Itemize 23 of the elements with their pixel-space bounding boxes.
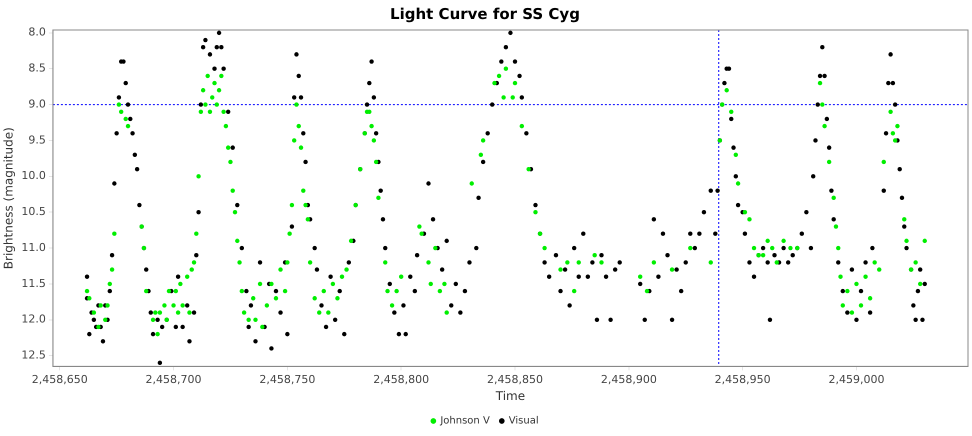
x-tick-label: 2,459,000 xyxy=(828,372,884,386)
y-tick-label: 8.5 xyxy=(28,62,46,75)
x-tick-label: 2,458,850 xyxy=(487,372,543,386)
x-axis-title: Time xyxy=(494,388,526,403)
x-tick-label: 2,458,650 xyxy=(32,372,88,386)
y-tick-label: 10.0 xyxy=(21,169,46,182)
x-tick-label: 2,458,800 xyxy=(373,372,430,386)
x-tick-label: 2,458,900 xyxy=(600,372,657,386)
y-tick-label: 9.0 xyxy=(28,97,46,110)
x-tick-label: 2,458,700 xyxy=(146,372,202,386)
y-tick-label: 8.0 xyxy=(28,26,46,39)
y-tick-label: 10.5 xyxy=(21,205,46,218)
y-tick-label: 9.5 xyxy=(28,133,46,146)
y-tick-label: 12.5 xyxy=(21,348,46,362)
legend-label: Visual xyxy=(508,416,539,427)
legend-label: Johnson V xyxy=(439,416,490,427)
y-tick-label: 11.0 xyxy=(21,240,46,254)
chart-title: Light Curve for SS Cyg xyxy=(390,4,580,23)
y-tick-label: 12.0 xyxy=(21,312,46,326)
x-tick-label: 2,458,950 xyxy=(714,372,771,386)
y-axis-title: Brightness (magnitude) xyxy=(1,127,16,270)
y-tick-label: 11.5 xyxy=(21,276,46,290)
x-tick-label: 2,458,750 xyxy=(259,372,316,386)
